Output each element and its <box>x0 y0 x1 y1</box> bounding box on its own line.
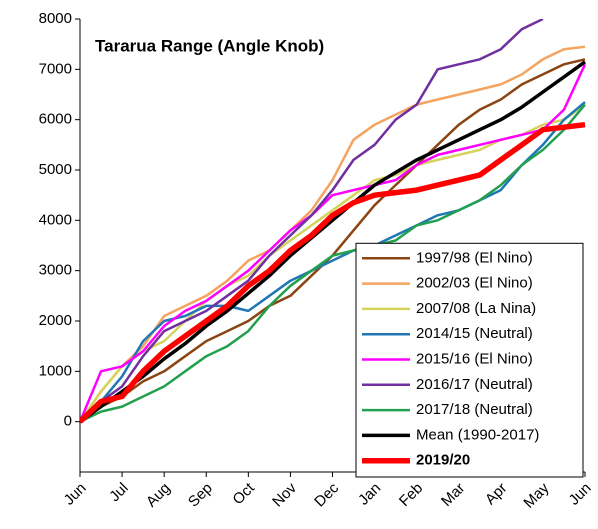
x-tick-label: Feb <box>396 480 426 510</box>
series-line <box>80 45 586 423</box>
y-tick-label: 3000 <box>39 262 72 279</box>
x-tick-label: Oct <box>229 479 258 508</box>
x-tick-label: Jun <box>566 480 595 509</box>
series-line <box>80 101 586 423</box>
series-line <box>80 103 586 423</box>
chart-title: Tararua Range (Angle Knob) <box>95 36 324 55</box>
legend-label: 2017/18 (Neutral) <box>416 401 533 418</box>
x-tick-label: Mar <box>438 480 468 510</box>
x-tick-label: May <box>520 479 552 511</box>
y-tick-label: 1000 <box>39 362 72 379</box>
x-tick-label: Sep <box>185 480 216 511</box>
x-tick-label: Jan <box>355 480 384 509</box>
y-tick-label: 7000 <box>39 60 72 77</box>
x-tick-label: Jun <box>61 480 90 509</box>
y-tick-label: 6000 <box>39 111 72 128</box>
y-tick-label: 8000 <box>39 10 72 27</box>
legend-label: 2019/20 <box>416 452 470 469</box>
legend-label: 2014/15 (Neutral) <box>416 325 533 342</box>
y-tick-label: 5000 <box>39 161 72 178</box>
series-line <box>80 60 587 424</box>
legend-label: 2015/16 (El Nino) <box>416 350 533 367</box>
y-tick-label: 2000 <box>39 312 72 329</box>
legend-label: Mean (1990-2017) <box>416 426 539 443</box>
x-tick-label: Dec <box>311 479 342 510</box>
x-tick-label: Jul <box>106 480 132 506</box>
series-line <box>80 121 586 424</box>
x-tick-label: Apr <box>482 480 511 509</box>
legend-label: 2016/17 (Neutral) <box>416 376 533 393</box>
y-tick-label: 4000 <box>39 211 72 228</box>
series-line <box>80 63 587 423</box>
legend-label: 1997/98 (El Nino) <box>416 249 533 266</box>
legend-label: 2007/08 (La Nina) <box>416 300 536 317</box>
y-tick-label: 0 <box>64 413 72 430</box>
x-tick-label: Nov <box>269 479 300 510</box>
x-tick-label: Aug <box>143 480 174 511</box>
legend-label: 2002/03 (El Nino) <box>416 275 533 292</box>
series-line <box>80 19 544 423</box>
